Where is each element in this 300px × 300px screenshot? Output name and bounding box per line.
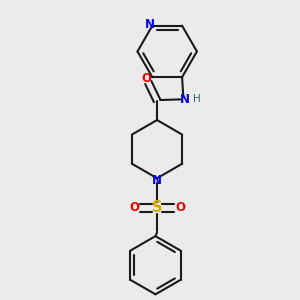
Text: O: O — [175, 202, 185, 214]
Text: O: O — [129, 202, 139, 214]
Text: O: O — [141, 72, 152, 85]
Text: H: H — [193, 94, 201, 104]
Text: S: S — [152, 200, 162, 215]
Text: N: N — [180, 93, 190, 106]
Text: N: N — [152, 174, 162, 187]
Text: N: N — [145, 18, 155, 31]
